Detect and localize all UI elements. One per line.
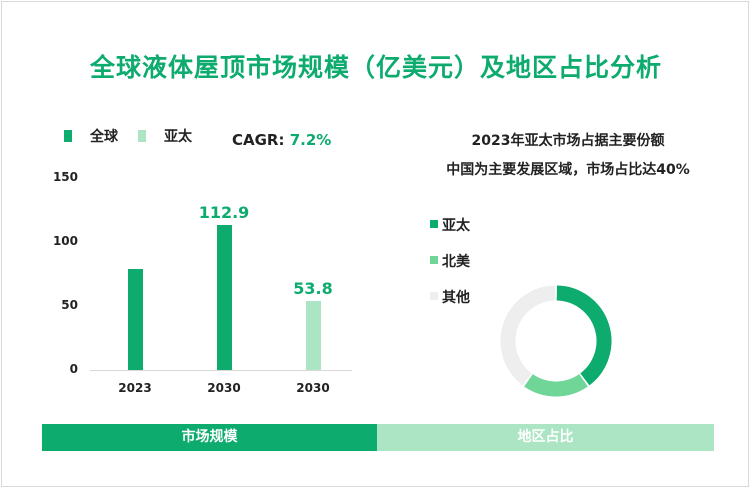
pie-legend-label-other: 其他 bbox=[442, 290, 470, 306]
cagr-label: CAGR: bbox=[232, 131, 285, 149]
pie-legend-swatch-apac bbox=[430, 220, 438, 228]
x-tick-label: 2030 bbox=[207, 381, 241, 395]
y-tick-label: 0 bbox=[69, 362, 78, 376]
data-label: 112.9 bbox=[198, 203, 250, 223]
y-tick-label: 150 bbox=[52, 170, 78, 184]
legend-label-apac: 亚太 bbox=[164, 129, 192, 145]
cagr-value: 7.2% bbox=[289, 131, 332, 149]
pie-legend-label-apac: 亚太 bbox=[442, 218, 470, 234]
bar-2030-2 bbox=[217, 225, 232, 370]
pie-title-line-2: 中国为主要发展区域，市场占比达40% bbox=[446, 162, 690, 178]
legend-label-global: 全球 bbox=[90, 129, 118, 145]
x-tick-label: 2023 bbox=[118, 381, 152, 395]
cagr-text: CAGR: 7.2% bbox=[232, 131, 331, 149]
pie-title-line-1: 2023年亚太市场占据主要份额 bbox=[471, 133, 665, 149]
x-tick-label: 2030 bbox=[296, 381, 330, 395]
pie-legend-label-north-america: 北美 bbox=[442, 254, 470, 270]
pie-legend-swatch-other bbox=[430, 292, 438, 300]
bar-2030-3 bbox=[306, 301, 321, 370]
y-tick-label: 50 bbox=[61, 298, 78, 312]
bar-2023-1 bbox=[128, 268, 143, 370]
pie-legend-swatch-north-america bbox=[430, 256, 438, 264]
x-axis-line bbox=[90, 370, 352, 371]
footer-region-share: 地区占比 bbox=[377, 424, 714, 451]
footer-market-size: 市场规模 bbox=[42, 424, 377, 451]
page-title: 全球液体屋顶市场规模（亿美元）及地区占比分析 bbox=[89, 53, 662, 82]
data-label: 53.8 bbox=[293, 279, 333, 299]
y-tick-label: 100 bbox=[52, 234, 78, 248]
legend-swatch-apac bbox=[138, 130, 146, 142]
legend-swatch-global bbox=[64, 130, 72, 142]
